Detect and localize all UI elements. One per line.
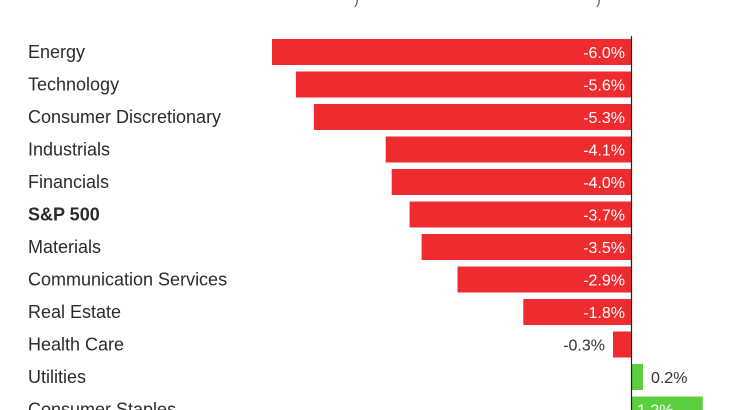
category-label-technology: Technology <box>28 75 119 95</box>
bar-group <box>272 39 703 410</box>
bar-energy <box>272 39 631 65</box>
bar-real-estate <box>523 299 631 325</box>
bar-industrials <box>385 136 631 163</box>
bar-health-care <box>613 331 631 358</box>
value-label-group: -6.0% -5.6% -5.3% -4.1% -4.0% -3.7% -3.5% -2.9%… <box>563 45 687 410</box>
bar-technology <box>295 71 631 98</box>
value-label-industrials: -4.1% <box>583 143 625 160</box>
category-label-financials: Financials <box>28 172 109 192</box>
value-label-sandp-500: -3.7% <box>583 208 625 225</box>
value-label-consumer-discretionary: -5.3% <box>583 110 625 127</box>
bar-consumer-staples <box>631 396 703 410</box>
value-label-utilities: 0.2% <box>651 370 687 387</box>
value-label-real-estate: -1.8% <box>583 305 625 322</box>
chart-title-fragment: ) ) <box>354 0 601 7</box>
bar-consumer-discretionary <box>313 104 631 130</box>
value-label-materials: -3.5% <box>583 240 625 257</box>
svg-text:): ) <box>354 0 359 7</box>
category-label-industrials: Industrials <box>28 140 110 160</box>
bar-sandp-500 <box>409 201 631 228</box>
category-label-communication-services: Communication Services <box>28 270 227 290</box>
category-label-consumer-staples: Consumer Staples <box>28 400 176 410</box>
category-label-real-estate: Real Estate <box>28 302 121 322</box>
category-label-group: Energy Technology Consumer Discretionary In… <box>28 42 227 410</box>
bar-communication-services <box>457 266 631 293</box>
category-label-consumer-discretionary: Consumer Discretionary <box>28 107 221 127</box>
value-label-consumer-staples: 1.2% <box>637 403 673 410</box>
value-label-technology: -5.6% <box>583 78 625 95</box>
bar-financials <box>391 169 631 195</box>
bar-utilities <box>631 364 643 390</box>
value-label-financials: -4.0% <box>583 175 625 192</box>
category-label-energy: Energy <box>28 42 85 62</box>
svg-text:): ) <box>596 0 601 7</box>
bar-materials <box>421 234 631 260</box>
category-label-utilities: Utilities <box>28 367 86 387</box>
value-label-communication-services: -2.9% <box>583 273 625 290</box>
value-label-health-care: -0.3% <box>563 338 605 355</box>
value-label-energy: -6.0% <box>583 45 625 62</box>
category-label-materials: Materials <box>28 237 101 257</box>
category-label-health-care: Health Care <box>28 335 124 355</box>
category-label-sandp-500: S&P 500 <box>28 205 100 225</box>
